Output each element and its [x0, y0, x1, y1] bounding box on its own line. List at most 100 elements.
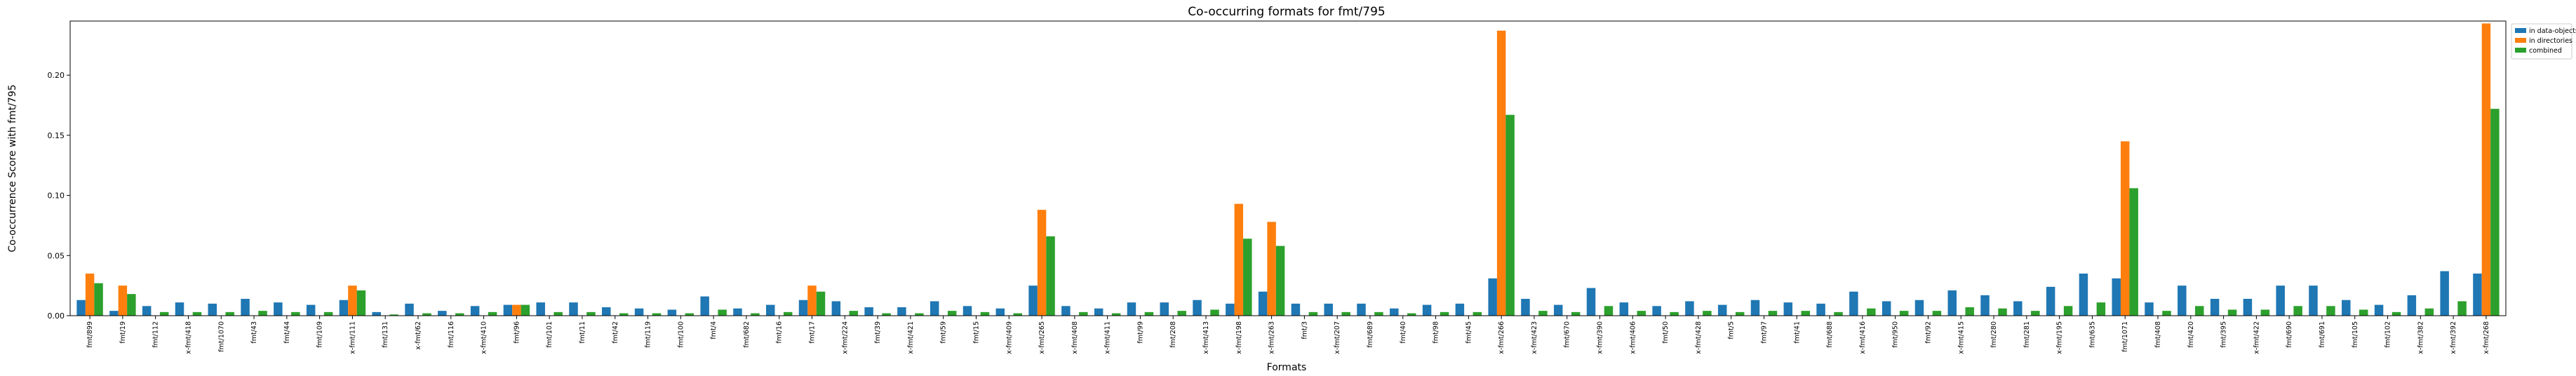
x-tick-label: x-fmt/195: [2056, 321, 2064, 354]
x-tick-label: fmt/5: [1728, 321, 1736, 340]
bar: [882, 313, 891, 316]
bar: [962, 306, 972, 316]
bar: [1914, 300, 1924, 316]
x-tick-label: x-fmt/418: [185, 321, 192, 354]
bar: [1144, 311, 1154, 316]
legend-label: in directories: [2529, 37, 2572, 45]
bar: [1586, 288, 1596, 316]
bar: [1234, 203, 1244, 316]
bar: [2079, 274, 2088, 316]
bar: [1717, 304, 1727, 316]
bar: [1505, 114, 1515, 316]
bar: [1258, 291, 1268, 316]
x-tick-label: x-fmt/207: [1334, 321, 1341, 354]
x-tick-label: x-fmt/198: [1235, 321, 1243, 354]
x-tick-label: x-fmt/415: [1957, 321, 1965, 354]
y-tick-label: 0.05: [48, 251, 65, 260]
bar: [980, 311, 990, 316]
x-tick-label: fmt/105: [2352, 321, 2359, 348]
bar: [930, 301, 939, 316]
bar: [1554, 304, 1563, 316]
x-tick-label: fmt/1070: [217, 321, 225, 352]
x-tick-label: fmt/102: [2384, 321, 2392, 348]
x-tick-label: fmt/691: [2319, 321, 2326, 348]
bar: [405, 303, 414, 316]
bar: [1422, 304, 1432, 316]
bar: [2490, 109, 2500, 316]
bar: [1750, 300, 1760, 316]
bar: [1496, 30, 1506, 316]
bar: [2112, 278, 2121, 316]
bar: [1374, 311, 1383, 316]
x-tick-label: fmt/99: [1136, 321, 1144, 344]
bar: [2473, 274, 2482, 316]
bar: [1226, 303, 1235, 316]
bar: [536, 302, 545, 316]
legend-label: combined: [2529, 47, 2562, 55]
bar: [1637, 311, 1646, 316]
bar: [1267, 222, 1276, 316]
bar: [1013, 313, 1022, 316]
x-tick-label: fmt/41: [1793, 321, 1801, 344]
bar: [2013, 301, 2022, 316]
bar: [619, 313, 629, 316]
bar: [2046, 286, 2055, 316]
x-tick-label: x-fmt/268: [2483, 321, 2490, 354]
bar: [1243, 239, 1252, 316]
bar: [1652, 306, 1661, 316]
x-tick-label: x-fmt/382: [2417, 321, 2424, 354]
bar: [1881, 301, 1891, 316]
bar: [1670, 311, 1679, 316]
bar: [1980, 295, 1990, 316]
x-tick-label: fmt/92: [1924, 321, 1932, 344]
bar: [258, 311, 267, 316]
legend-swatch: [2515, 28, 2526, 33]
bar: [2424, 308, 2434, 316]
y-tick-label: 0.15: [48, 131, 65, 140]
x-tick-label: fmt/690: [2286, 321, 2293, 348]
bar: [2129, 188, 2138, 316]
bar: [685, 313, 695, 316]
x-tick-label: fmt/11: [579, 321, 586, 344]
bar: [652, 313, 662, 316]
bar: [1899, 311, 1909, 316]
bar: [816, 291, 826, 316]
x-tick-label: fmt/101: [546, 321, 554, 348]
bar: [634, 308, 644, 316]
bar: [700, 296, 709, 316]
bar: [291, 311, 300, 316]
bar: [1079, 311, 1088, 316]
bar: [1768, 311, 1778, 316]
bar: [2243, 299, 2253, 316]
x-tick-label: fmt/131: [382, 321, 389, 348]
bar: [1735, 311, 1745, 316]
bar: [1867, 308, 1876, 316]
x-tick-label: x-fmt/416: [1859, 321, 1867, 354]
bar: [2309, 286, 2318, 316]
x-tick-label: fmt/950: [1892, 321, 1900, 348]
x-tick-label: fmt/395: [2220, 321, 2228, 348]
series-in-data-objects: [76, 271, 2482, 316]
bar: [512, 304, 521, 316]
bar: [192, 311, 202, 316]
x-tick-label: fmt/15: [972, 321, 980, 344]
bar: [1061, 306, 1071, 316]
x-tick-label: x-fmt/411: [1104, 321, 1112, 354]
x-tick-label: fmt/1071: [2121, 321, 2129, 352]
bar: [1341, 311, 1350, 316]
bar: [1932, 311, 1942, 316]
x-tick-label: x-fmt/428: [1695, 321, 1703, 354]
x-tick-label: fmt/408: [2154, 321, 2162, 348]
legend-label: in data-objects: [2529, 27, 2576, 35]
bar: [2391, 311, 2401, 316]
bar: [1275, 246, 1285, 316]
plot-frame: [69, 20, 2507, 316]
bar: [2195, 306, 2204, 316]
x-tick-label: x-fmt/413: [1202, 321, 1210, 354]
x-tick-label: fmt/59: [940, 321, 948, 344]
bar: [339, 300, 349, 316]
bar: [94, 283, 103, 316]
bar: [1037, 210, 1047, 316]
bar: [1965, 307, 1974, 316]
x-tick-label: fmt/16: [776, 321, 784, 344]
